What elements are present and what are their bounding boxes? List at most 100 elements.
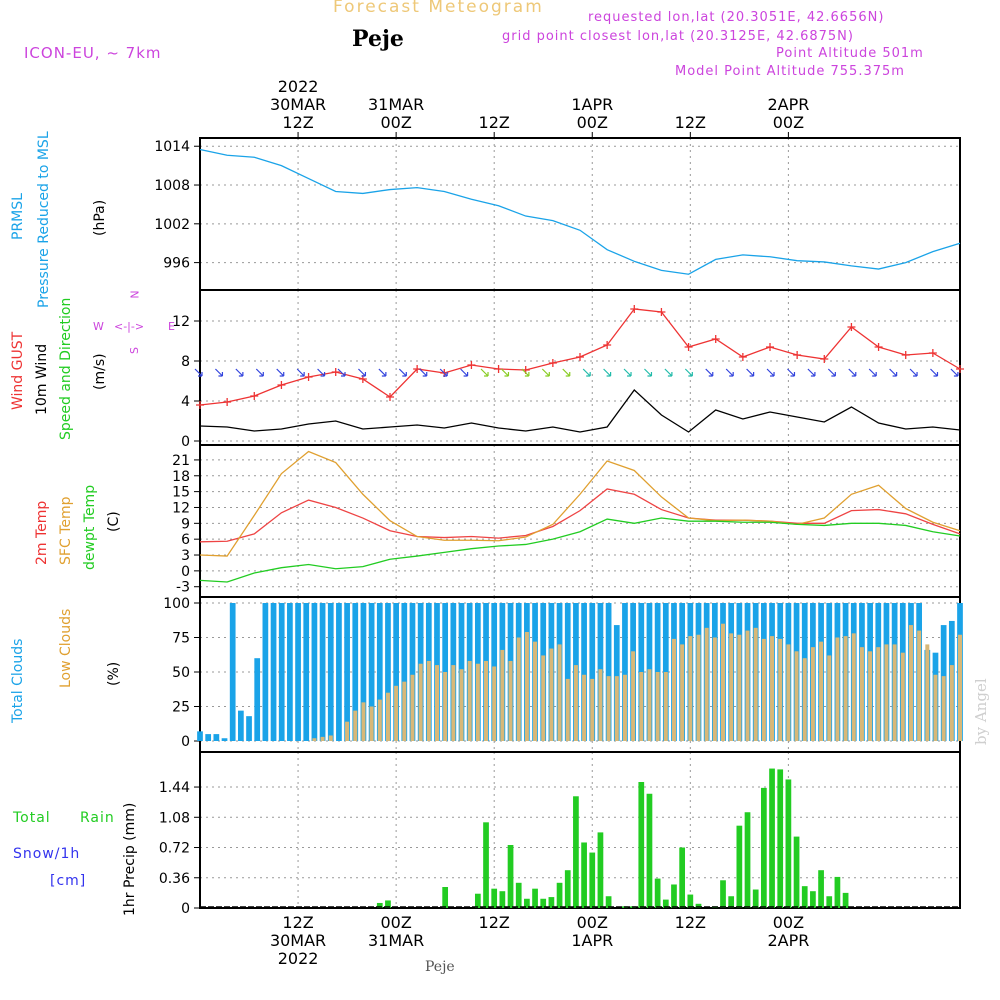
rain-bar (474, 893, 481, 908)
low-cloud-bar (949, 665, 954, 741)
low-cloud-bar (655, 672, 660, 741)
wind-arrow (480, 368, 489, 377)
pressure-label-1: PRMSL (10, 193, 26, 240)
low-cloud-bar (843, 636, 848, 741)
gust-marker (956, 365, 964, 373)
time-hour-bottom: 00Z (380, 913, 411, 932)
total-cloud-bar (311, 603, 318, 741)
time-hour-bottom: 00Z (577, 913, 608, 932)
low-cloud-bar (810, 647, 815, 741)
low-cloud-bar (377, 699, 382, 741)
series-line (199, 488, 961, 543)
low-cloud-bar (459, 669, 464, 741)
low-cloud-bar (508, 660, 513, 741)
time-hour-bottom: 12Z (479, 913, 510, 932)
rain-bar (826, 896, 833, 908)
wind-arrow (317, 368, 326, 377)
total-cloud-bar (262, 603, 269, 741)
y-tick-label: 0.72 (159, 841, 190, 857)
rain-bar (499, 891, 506, 908)
gust-marker (304, 373, 313, 381)
low-cloud-bar (770, 636, 775, 741)
wind-arrow (541, 368, 550, 377)
wind-arrow (827, 368, 836, 377)
time-year-top: 2022 (278, 77, 319, 96)
time-hour-bottom: 12Z (675, 913, 706, 932)
rain-bar (564, 870, 571, 908)
low-cloud-bar (426, 660, 431, 741)
gust-marker (738, 353, 747, 361)
temp-unit: (C) (106, 511, 122, 532)
total-cloud-bar (254, 658, 261, 741)
time-date-top: 1APR (571, 95, 613, 114)
rain-bar (777, 769, 784, 908)
temp-dew-label: dewpt Temp (82, 484, 98, 570)
low-cloud-bar (892, 644, 897, 741)
time-year-bottom: 2022 (278, 949, 319, 968)
total-cloud-bar (213, 734, 220, 741)
gust-marker (847, 323, 856, 331)
gust-marker (576, 353, 584, 361)
gust-marker (793, 351, 802, 359)
pressure-label-2: Pressure Reduced to MSL (36, 131, 52, 308)
temp-sfc-label: SFC Temp (58, 496, 74, 565)
total-cloud-bar (287, 603, 293, 741)
y-tick-label: 1014 (154, 139, 190, 155)
time-hour-top: 00Z (380, 113, 411, 132)
panel-frame (199, 289, 961, 446)
gust-marker (467, 361, 476, 369)
wind-arrow (868, 368, 877, 377)
low-cloud-bar (900, 652, 905, 741)
low-cloud-bar (680, 644, 685, 741)
rain-bar (679, 847, 686, 908)
y-tick-label: 1002 (154, 217, 190, 233)
compass-e: E (168, 320, 175, 333)
gust-marker (603, 341, 612, 349)
gust-marker (711, 335, 720, 343)
low-cloud-bar (541, 655, 546, 741)
y-tick-label: 8 (181, 354, 190, 370)
low-cloud-bar (484, 660, 489, 741)
wind-arrow (235, 368, 244, 377)
wind-arrow (501, 368, 510, 377)
panel-frame (199, 751, 961, 909)
low-cloud-bar (549, 648, 554, 741)
y-tick-label: 0 (181, 434, 190, 450)
wind-arrow (460, 368, 469, 377)
rain-bar (524, 898, 530, 908)
model-altitude: Model Point Altitude 755.375m (675, 64, 905, 79)
gust-marker (250, 392, 259, 400)
low-cloud-bar (745, 630, 750, 741)
low-cloud-bar (361, 702, 366, 741)
rain-bar (785, 779, 792, 908)
clouds-unit: (%) (106, 661, 122, 686)
wind-arrow (623, 368, 632, 377)
total-cloud-bar (278, 603, 285, 741)
wind-arrow (766, 368, 775, 377)
low-cloud-bar (696, 634, 701, 741)
wind-arrow (603, 368, 612, 377)
app-title: Forecast Meteogram (333, 0, 544, 17)
wind-arrow (746, 368, 755, 377)
rain-bar (810, 891, 816, 908)
rain-bar (532, 888, 538, 908)
wind-arrow (194, 368, 203, 377)
low-cloud-bar (917, 630, 922, 741)
wind-arrow (358, 368, 367, 377)
wind-arrow (215, 368, 224, 377)
low-cloud-bar (737, 634, 742, 741)
low-cloud-bar (884, 644, 889, 741)
temp-2m-label: 2m Temp (34, 500, 50, 565)
low-cloud-bar (394, 685, 399, 741)
low-cloud-bar (908, 625, 913, 741)
wind-arrow (337, 368, 346, 377)
y-tick-label: 0 (181, 901, 190, 917)
wind-arrow (644, 368, 653, 377)
compass-s: S (127, 347, 141, 354)
low-cloud-bar (320, 736, 325, 741)
rain-bar (671, 884, 677, 908)
y-tick-label: 6 (181, 532, 190, 548)
low-cloud-bar (475, 663, 480, 741)
gust-marker (657, 308, 666, 316)
gridpoint-location: grid point closest lon,lat (20.3125E, 42… (502, 29, 854, 44)
